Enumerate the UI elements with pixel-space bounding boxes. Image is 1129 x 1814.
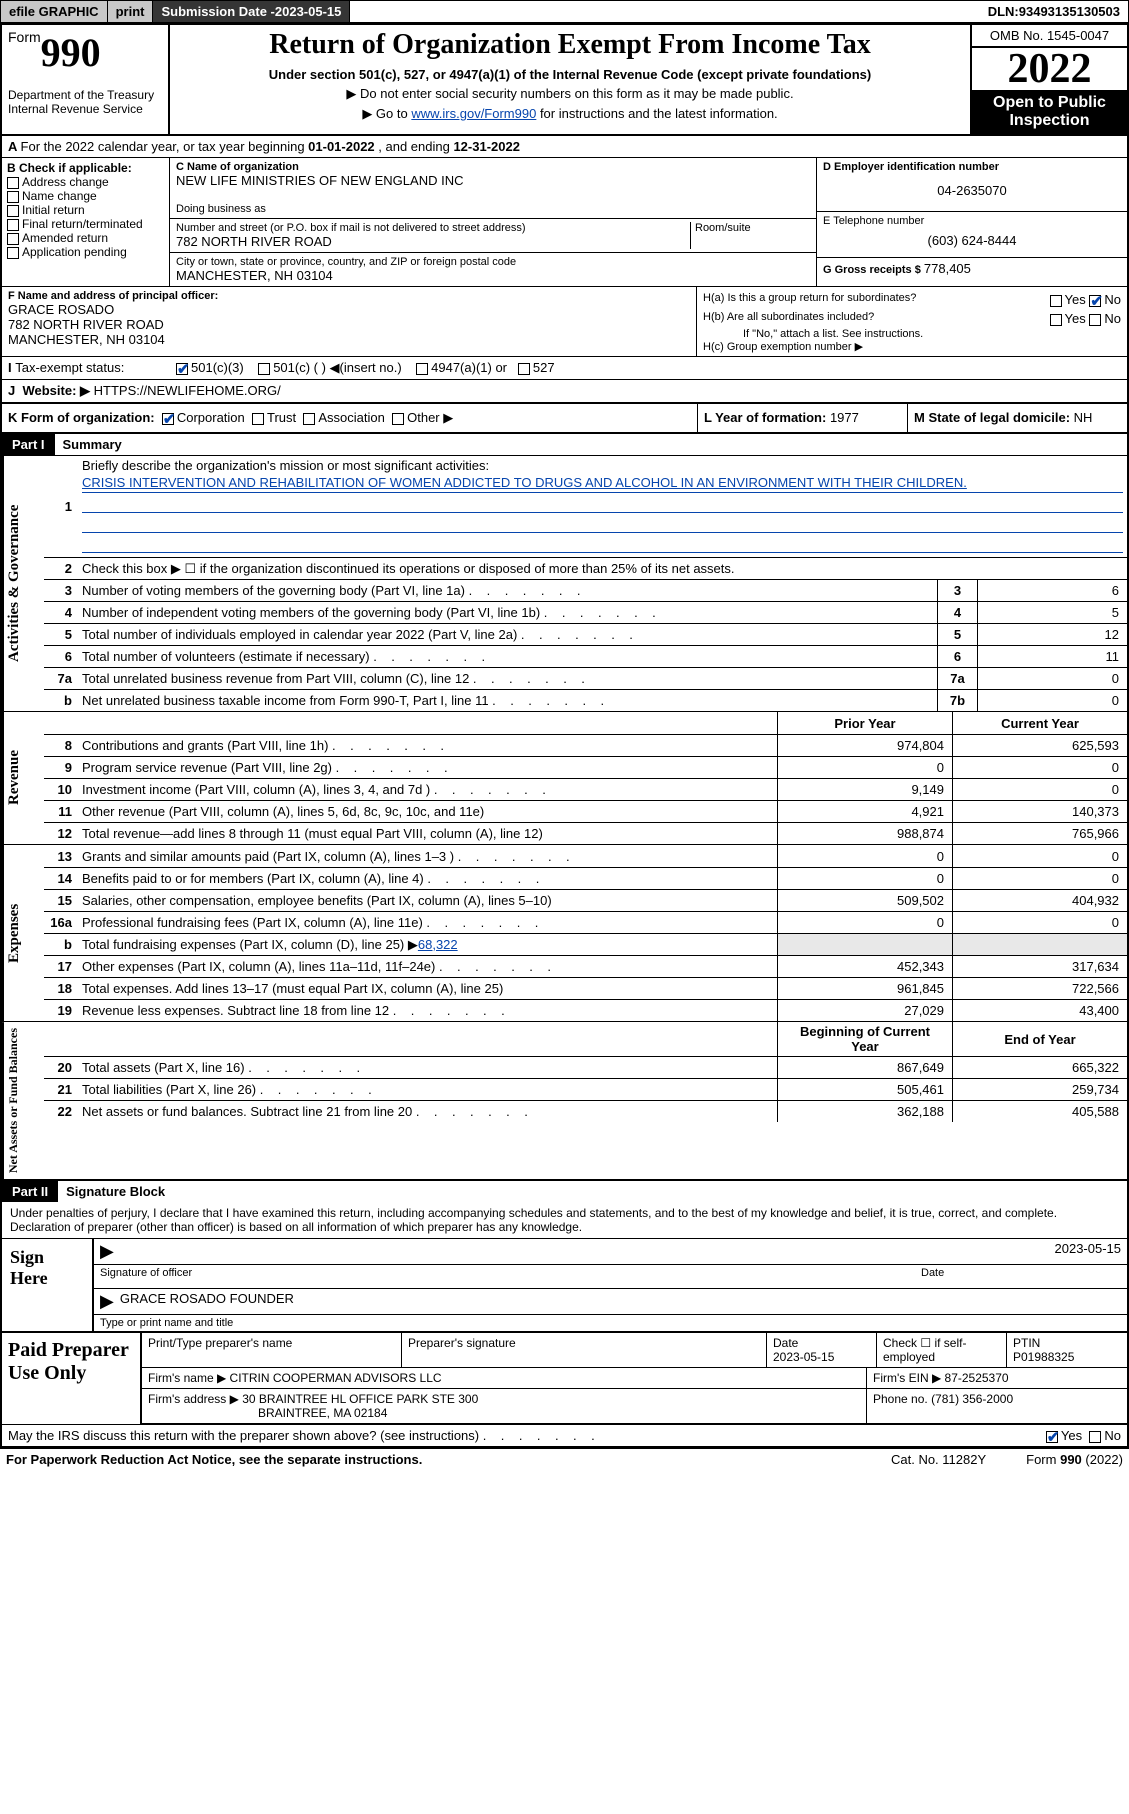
activities-governance: Activities & Governance 1 Briefly descri…	[2, 455, 1127, 711]
omb-number: OMB No. 1545-0047	[972, 25, 1127, 48]
may-irs-discuss: May the IRS discuss this return with the…	[2, 1424, 1127, 1446]
dept-treasury: Department of the Treasury Internal Reve…	[8, 88, 162, 116]
section-bcd: B Check if applicable: Address change Na…	[2, 157, 1127, 286]
paid-preparer: Paid Preparer Use Only Print/Type prepar…	[2, 1331, 1127, 1424]
form-header: Form990 Department of the Treasury Inter…	[2, 25, 1127, 134]
topbar: efile GRAPHIC print Submission Date - 20…	[0, 0, 1129, 23]
submission-date: Submission Date - 2023-05-15	[153, 1, 350, 22]
firm-name: CITRIN COOPERMAN ADVISORS LLC	[230, 1371, 442, 1385]
irs-link[interactable]: www.irs.gov/Form990	[411, 106, 536, 121]
prep-date: 2023-05-15	[773, 1350, 834, 1364]
col-d-ein: D Employer identification number 04-2635…	[817, 158, 1127, 286]
phone: (603) 624-8444	[823, 227, 1121, 254]
cb-final-return[interactable]	[7, 219, 19, 231]
form-subtitle: Under section 501(c), 527, or 4947(a)(1)…	[178, 67, 962, 82]
line-a-taxyear: A For the 2022 calendar year, or tax yea…	[2, 134, 1127, 157]
org-name: NEW LIFE MINISTRIES OF NEW ENGLAND INC	[176, 173, 810, 188]
part-i-header: Part ISummary	[2, 432, 1127, 455]
form-container: Form990 Department of the Treasury Inter…	[0, 23, 1129, 1448]
form-note2: ▶ Go to www.irs.gov/Form990 for instruct…	[178, 106, 962, 122]
part-ii-header: Part IISignature Block	[2, 1179, 1127, 1202]
cb-address-change[interactable]	[7, 177, 19, 189]
cb-may-yes[interactable]	[1046, 1431, 1058, 1443]
sign-here-row: Sign Here ▶ 2023-05-15 Signature of offi…	[2, 1238, 1127, 1331]
name-arrow-icon: ▶	[100, 1291, 114, 1312]
signature-arrow-icon: ▶	[100, 1241, 114, 1262]
cb-may-no[interactable]	[1089, 1431, 1101, 1443]
line-j-website: J Website: ▶ HTTPS://NEWLIFEHOME.ORG/	[2, 379, 1127, 402]
page-footer: For Paperwork Reduction Act Notice, see …	[0, 1448, 1129, 1470]
gross-receipts: 778,405	[924, 261, 971, 276]
cb-name-change[interactable]	[7, 191, 19, 203]
col-c-orginfo: C Name of organization NEW LIFE MINISTRI…	[170, 158, 817, 286]
cb-amended-return[interactable]	[7, 233, 19, 245]
revenue-section: Revenue Prior YearCurrent Year 8Contribu…	[2, 711, 1127, 844]
dln: DLN: 93493135130503	[980, 1, 1128, 22]
cb-ha-yes[interactable]	[1050, 295, 1062, 307]
cb-527[interactable]	[518, 363, 530, 375]
tab-revenue: Revenue	[2, 712, 44, 844]
fundraising-exp: 68,322	[418, 937, 458, 952]
form-title: Return of Organization Exempt From Incom…	[178, 29, 962, 61]
firm-ein: 87-2525370	[945, 1371, 1009, 1385]
form-note1: ▶ Do not enter social security numbers o…	[178, 86, 962, 102]
col-b-checkboxes: B Check if applicable: Address change Na…	[2, 158, 170, 286]
cb-4947[interactable]	[416, 363, 428, 375]
tax-year: 2022	[972, 48, 1127, 90]
val-3: 6	[977, 580, 1127, 601]
firm-phone: (781) 356-2000	[931, 1392, 1013, 1406]
form-word: Form	[8, 29, 41, 45]
cb-hb-no[interactable]	[1089, 314, 1101, 326]
tab-netassets: Net Assets or Fund Balances	[2, 1022, 44, 1179]
open-to-public: Open to Public Inspection	[972, 90, 1127, 134]
print-button[interactable]: print	[108, 1, 154, 22]
val-4: 5	[977, 602, 1127, 623]
website-url: HTTPS://NEWLIFEHOME.ORG/	[94, 383, 281, 398]
cb-app-pending[interactable]	[7, 247, 19, 259]
officer-addr2: MANCHESTER, NH 03104	[8, 332, 690, 347]
line-klm: K Form of organization: Corporation Trus…	[2, 402, 1127, 432]
year-formation: 1977	[830, 410, 859, 425]
cb-corp[interactable]	[162, 413, 174, 425]
officer-sig-name: GRACE ROSADO FOUNDER	[120, 1291, 294, 1312]
cb-501c3[interactable]	[176, 363, 188, 375]
cb-other[interactable]	[392, 413, 404, 425]
cb-trust[interactable]	[252, 413, 264, 425]
netassets-section: Net Assets or Fund Balances Beginning of…	[2, 1021, 1127, 1179]
efile-button[interactable]: efile GRAPHIC	[1, 1, 108, 22]
tab-governance: Activities & Governance	[2, 456, 44, 711]
val-5: 12	[977, 624, 1127, 645]
p8: 974,804	[777, 735, 952, 756]
ptin: P01988325	[1013, 1350, 1074, 1364]
firm-addr: 30 BRAINTREE HL OFFICE PARK STE 300	[242, 1392, 478, 1406]
cb-assoc[interactable]	[303, 413, 315, 425]
perjury-declaration: Under penalties of perjury, I declare th…	[2, 1202, 1127, 1238]
sig-date: 2023-05-15	[1055, 1241, 1122, 1262]
expenses-section: Expenses 13Grants and similar amounts pa…	[2, 844, 1127, 1021]
state-domicile: NH	[1074, 410, 1093, 425]
cb-ha-no[interactable]	[1089, 295, 1101, 307]
section-fh: F Name and address of principal officer:…	[2, 286, 1127, 356]
c8: 625,593	[952, 735, 1127, 756]
officer-addr1: 782 NORTH RIVER ROAD	[8, 317, 690, 332]
mission-text: CRISIS INTERVENTION AND REHABILITATION O…	[82, 475, 1123, 493]
cb-hb-yes[interactable]	[1050, 314, 1062, 326]
ein: 04-2635070	[823, 173, 1121, 208]
val-6: 11	[977, 646, 1127, 667]
line-i-taxexempt: I Tax-exempt status: 501(c)(3) 501(c) ( …	[2, 356, 1127, 379]
form-number: 990	[41, 30, 101, 75]
org-street: 782 NORTH RIVER ROAD	[176, 234, 690, 249]
val-7a: 0	[977, 668, 1127, 689]
cb-initial-return[interactable]	[7, 205, 19, 217]
val-7b: 0	[977, 690, 1127, 711]
org-city: MANCHESTER, NH 03104	[176, 268, 810, 283]
cb-501c[interactable]	[258, 363, 270, 375]
tab-expenses: Expenses	[2, 845, 44, 1021]
officer-name: GRACE ROSADO	[8, 302, 690, 317]
